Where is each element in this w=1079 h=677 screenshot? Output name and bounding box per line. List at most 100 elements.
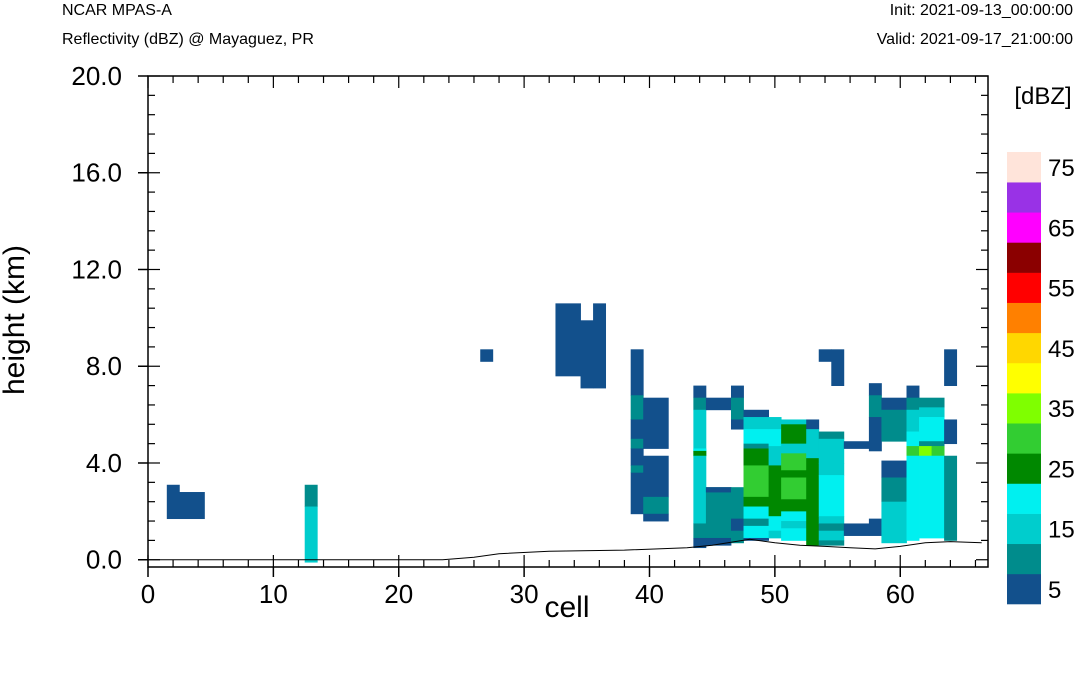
colorbar-tick-label: 45 xyxy=(1048,336,1075,363)
reflectivity-cell xyxy=(919,407,945,418)
reflectivity-cell xyxy=(868,518,882,536)
reflectivity-cell xyxy=(743,409,769,418)
colorbar-tick-label: 55 xyxy=(1048,276,1075,303)
reflectivity-cell xyxy=(881,477,907,503)
colorbar-tick-label: 5 xyxy=(1048,577,1061,604)
reflectivity-cell xyxy=(831,349,845,386)
reflectivity-cell xyxy=(781,419,807,425)
reflectivity-cell xyxy=(630,448,644,466)
reflectivity-cell xyxy=(781,528,807,541)
terrain-line xyxy=(148,538,982,561)
reflectivity-cell xyxy=(630,438,644,449)
reflectivity-cell xyxy=(555,303,581,377)
reflectivity-cell xyxy=(730,385,744,399)
reflectivity-cell xyxy=(781,477,807,500)
reflectivity-cell xyxy=(919,441,945,447)
reflectivity-cell xyxy=(843,523,870,536)
reflectivity-cell xyxy=(630,349,644,396)
reflectivity-cell xyxy=(881,409,907,442)
reflectivity-cell xyxy=(705,487,732,539)
reflectivity-cell xyxy=(944,419,958,445)
colorbar-tick-label: 25 xyxy=(1048,456,1075,483)
model-title: NCAR MPAS-A xyxy=(62,2,172,19)
reflectivity-cell xyxy=(806,429,820,459)
reflectivity-cell xyxy=(843,441,870,449)
colorbar-tick-label: 65 xyxy=(1048,215,1075,242)
reflectivity-cell xyxy=(730,530,744,544)
y-tick-label: 16.0 xyxy=(71,158,122,188)
reflectivity-cell xyxy=(179,492,205,520)
reflectivity-cell xyxy=(818,530,845,541)
plot-frame xyxy=(147,75,989,568)
colorbar-tick-label: 15 xyxy=(1048,517,1075,544)
colorbar-swatch xyxy=(1007,152,1041,183)
y-tick-labels: 0.0 4.0 8.0 12.0 16.0 20.0 xyxy=(71,61,122,575)
reflectivity-cell xyxy=(705,397,732,411)
reflectivity-cell xyxy=(868,395,882,418)
colorbar-swatch xyxy=(1007,332,1041,364)
init-time: Init: 2021-09-13_00:00:00 xyxy=(889,2,1073,19)
y-tick-label: 4.0 xyxy=(86,448,122,478)
reflectivity-cell xyxy=(781,470,807,478)
reflectivity-cell xyxy=(693,523,707,539)
reflectivity-cell xyxy=(743,537,769,541)
reflectivity-cell xyxy=(906,397,920,411)
reflectivity-cell xyxy=(304,506,318,563)
reflectivity-cell xyxy=(743,518,769,527)
reflectivity-cell xyxy=(743,470,769,498)
reflectivity-cell xyxy=(593,303,607,389)
reflectivity-cell xyxy=(881,460,907,478)
field-subtitle: Reflectivity (dBZ) @ Mayaguez, PR xyxy=(62,31,314,48)
reflectivity-cell xyxy=(768,429,782,447)
reflectivity-cell xyxy=(818,349,832,362)
x-tick-label: 60 xyxy=(886,579,915,609)
y-tick-label: 0.0 xyxy=(86,545,122,575)
reflectivity-cell xyxy=(906,446,920,457)
reflectivity-cell xyxy=(781,443,807,454)
reflectivity-cell xyxy=(630,395,644,420)
reflectivity-cell xyxy=(630,419,644,440)
colorbar-swatch xyxy=(1007,212,1041,243)
reflectivity-cell xyxy=(693,409,707,457)
reflectivity-cell xyxy=(643,397,669,449)
colorbar-label: [dBZ] xyxy=(1014,83,1071,110)
reflectivity-cells xyxy=(166,303,958,563)
colorbar-tick-label: 75 xyxy=(1048,155,1075,182)
reflectivity-cell xyxy=(781,453,807,471)
x-tick-label: 50 xyxy=(760,579,789,609)
reflectivity-cell xyxy=(630,472,644,515)
x-tick-label: 30 xyxy=(510,579,539,609)
reflectivity-cell xyxy=(693,450,707,457)
colorbar-swatch xyxy=(1007,573,1041,605)
reflectivity-cell xyxy=(818,475,845,517)
reflectivity-cell xyxy=(906,385,920,399)
reflectivity-cell xyxy=(693,385,707,399)
reflectivity-cell xyxy=(818,516,845,524)
reflectivity-cell xyxy=(743,429,769,445)
reflectivity-cell xyxy=(906,431,920,447)
colorbar-tick-label: 35 xyxy=(1048,396,1075,423)
reflectivity-cell xyxy=(693,537,707,549)
reflectivity-cell xyxy=(730,419,744,430)
reflectivity-cell xyxy=(944,455,958,541)
reflectivity-cell xyxy=(304,484,318,507)
reflectivity-cell xyxy=(931,446,945,457)
reflectivity-cell xyxy=(693,448,707,452)
reflectivity-cell xyxy=(818,431,845,440)
colorbar-swatch xyxy=(1007,393,1041,424)
colorbar-swatch xyxy=(1007,483,1041,514)
reflectivity-cell xyxy=(919,455,945,539)
reflectivity-cell xyxy=(743,448,769,466)
axis-ticks xyxy=(138,75,988,577)
valid-time: Valid: 2021-09-17_21:00:00 xyxy=(876,31,1073,48)
reflectivity-cell xyxy=(806,419,820,430)
reflectivity-cell xyxy=(781,424,807,445)
reflectivity-cell xyxy=(881,501,907,544)
colorbar-swatch xyxy=(1007,302,1041,334)
x-axis-label: cell xyxy=(544,591,589,624)
reflectivity-cell xyxy=(768,530,782,539)
colorbar-swatch xyxy=(1007,453,1041,484)
colorbar-swatch xyxy=(1007,423,1041,454)
reflectivity-cell xyxy=(868,417,882,452)
reflectivity-cell xyxy=(166,484,180,520)
